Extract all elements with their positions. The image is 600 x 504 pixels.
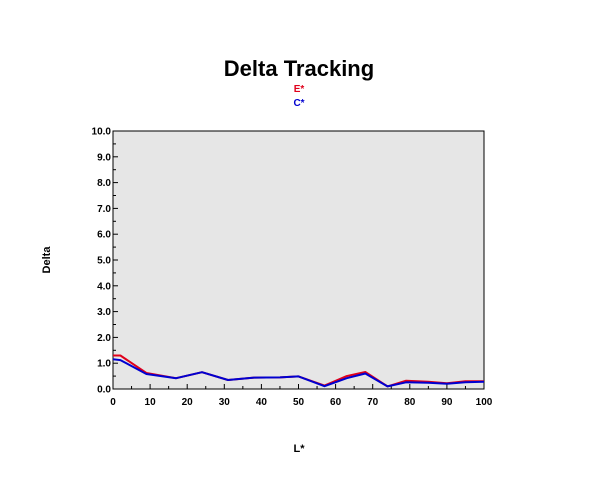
x-axis-label: L*: [294, 443, 306, 455]
legend: E* C*: [293, 84, 304, 109]
x-tick-label: 90: [441, 397, 453, 408]
x-tick-label: 30: [219, 397, 231, 408]
y-tick-label: 7.0: [97, 204, 111, 215]
y-tick-label: 10.0: [92, 127, 112, 138]
y-tick-label: 5.0: [97, 256, 111, 267]
y-axis-label: Delta: [41, 246, 53, 274]
x-tick-label: 10: [145, 397, 157, 408]
x-tick-label: 100: [476, 397, 493, 408]
y-tick-label: 9.0: [97, 152, 111, 163]
chart-title: Delta Tracking: [224, 56, 374, 81]
series-lines: [112, 354, 485, 388]
x-axis-ticks: 0 10 20 30 40 50 60 70 80 90 100: [110, 384, 493, 408]
legend-entry: C*: [293, 98, 304, 109]
y-axis-ticks: 0.0 1.0 2.0 3.0 4.0 5.0 6.0 7.0 8.0 9.0 10.0: [92, 127, 118, 396]
legend-entry: E*: [294, 84, 305, 95]
x-tick-label: 80: [404, 397, 416, 408]
y-tick-label: 3.0: [97, 307, 111, 318]
x-tick-label: 70: [367, 397, 379, 408]
series-line-c-star: [112, 358, 485, 388]
x-tick-label: 50: [293, 397, 305, 408]
x-tick-label: 0: [110, 397, 116, 408]
y-tick-label: 1.0: [97, 359, 111, 370]
y-tick-label: 0.0: [97, 385, 111, 396]
plot-area: [112, 130, 485, 390]
y-tick-label: 4.0: [97, 281, 111, 292]
x-tick-label: 20: [182, 397, 194, 408]
y-tick-label: 2.0: [97, 333, 111, 344]
y-tick-label: 6.0: [97, 230, 111, 241]
x-tick-label: 60: [330, 397, 342, 408]
y-tick-label: 8.0: [97, 178, 111, 189]
x-tick-label: 40: [256, 397, 268, 408]
